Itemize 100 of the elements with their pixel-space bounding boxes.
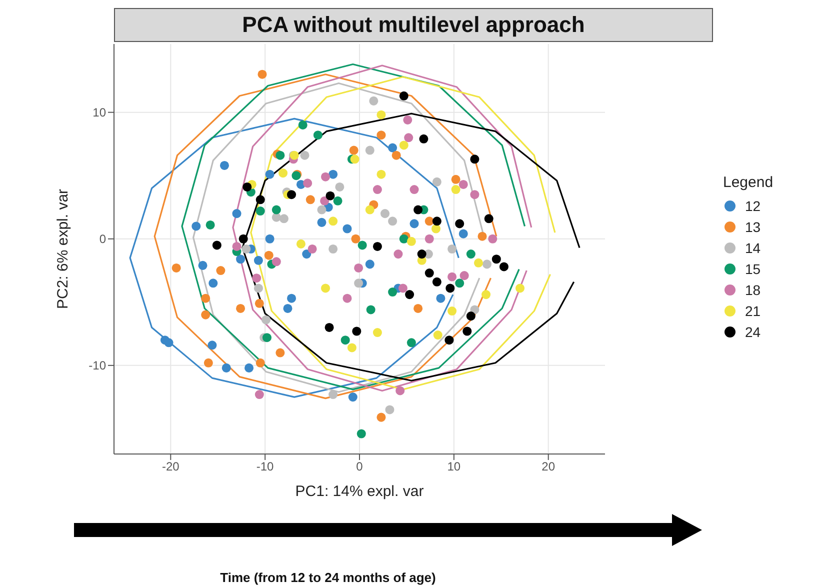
point <box>296 239 306 248</box>
point <box>308 244 317 254</box>
point <box>328 170 338 179</box>
point <box>342 294 352 303</box>
point <box>365 146 374 155</box>
point <box>333 196 342 206</box>
point <box>372 242 382 251</box>
point <box>516 284 525 293</box>
point <box>366 305 376 314</box>
point <box>238 234 248 244</box>
legend-label: 14 <box>745 240 761 256</box>
point <box>388 216 398 226</box>
legend-label: 13 <box>745 218 761 234</box>
point <box>220 160 229 170</box>
point <box>256 358 265 368</box>
point <box>198 260 208 270</box>
point <box>254 284 263 293</box>
point <box>298 120 308 130</box>
point <box>276 150 285 160</box>
point <box>388 143 398 152</box>
point <box>254 390 264 400</box>
point <box>406 236 416 246</box>
point <box>470 154 480 164</box>
point <box>351 234 360 244</box>
point <box>376 412 386 422</box>
point <box>328 244 338 254</box>
point <box>399 234 408 244</box>
point <box>404 133 414 142</box>
point <box>406 338 416 348</box>
point <box>482 290 491 300</box>
point <box>348 392 358 402</box>
point <box>276 348 285 358</box>
legend-label: 15 <box>745 260 761 276</box>
point <box>287 294 296 303</box>
point <box>358 240 367 250</box>
point <box>306 195 315 204</box>
point <box>458 180 468 189</box>
x-tick-label: -10 <box>256 460 274 474</box>
point <box>302 250 312 259</box>
x-tick-label: -20 <box>162 460 180 474</box>
point <box>455 219 464 228</box>
point <box>258 70 267 79</box>
point <box>222 363 231 372</box>
point <box>444 336 454 345</box>
point <box>272 205 281 214</box>
point <box>354 278 364 288</box>
point <box>385 405 394 414</box>
point <box>410 219 419 228</box>
point <box>417 250 426 259</box>
point <box>283 304 292 313</box>
point <box>398 284 408 293</box>
point <box>265 170 274 179</box>
point <box>372 328 382 338</box>
point <box>352 326 362 336</box>
point <box>272 257 281 266</box>
point <box>446 284 455 293</box>
point <box>340 336 350 345</box>
point <box>399 140 408 150</box>
point <box>303 178 312 188</box>
line-series <box>129 118 460 398</box>
point <box>192 222 201 231</box>
point <box>492 254 501 264</box>
point <box>451 185 460 194</box>
point <box>369 96 378 106</box>
x-tick-label: 10 <box>447 460 461 474</box>
point <box>201 310 210 320</box>
point <box>365 205 374 214</box>
x-tick-label: 20 <box>542 460 556 474</box>
point <box>206 220 215 230</box>
point <box>208 278 218 288</box>
y-axis-title: PC2: 6% expl. var <box>54 188 72 309</box>
point <box>252 274 262 283</box>
point <box>396 386 405 396</box>
point <box>256 206 265 216</box>
point <box>326 191 335 200</box>
point <box>466 312 476 321</box>
point <box>320 284 330 293</box>
point <box>349 146 358 155</box>
point <box>414 304 423 313</box>
point <box>458 229 468 238</box>
point <box>448 306 457 316</box>
point <box>300 150 310 160</box>
point <box>242 244 251 254</box>
point <box>324 322 334 332</box>
point <box>499 262 508 272</box>
y-tick-label: 10 <box>92 106 106 120</box>
point <box>320 172 330 182</box>
legend-label: 18 <box>745 282 761 298</box>
point <box>216 266 226 276</box>
point <box>436 294 446 303</box>
point <box>262 333 272 342</box>
point <box>414 205 423 214</box>
point <box>236 254 246 264</box>
legend-title: Legend <box>723 174 774 191</box>
line-series <box>154 74 498 400</box>
point <box>254 298 264 308</box>
legend-label: 12 <box>745 198 761 214</box>
point <box>328 216 338 226</box>
point <box>287 190 296 200</box>
point <box>424 234 434 244</box>
